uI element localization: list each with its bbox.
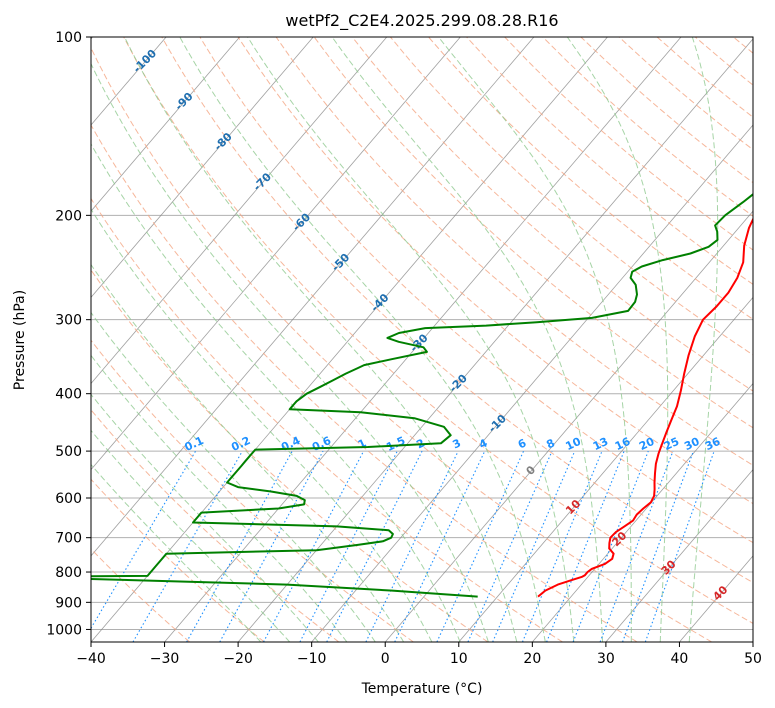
dry-adiabat-line <box>466 37 753 285</box>
dry-adiabat-line <box>123 37 753 624</box>
profile-series <box>91 193 753 598</box>
y-tick-label: 700 <box>55 531 82 547</box>
mixing-ratio-label: 20 <box>637 435 657 453</box>
x-tick-label: 50 <box>744 651 762 667</box>
x-axis-label: Temperature (°C) <box>361 681 483 697</box>
mixing-ratio-line <box>644 450 715 642</box>
x-tick-label: −20 <box>223 651 253 667</box>
x-tick-label: 0 <box>381 651 390 667</box>
x-tick-label: 40 <box>671 651 689 667</box>
mixing-ratio-line <box>492 450 576 642</box>
mixing-ratio-labels: 0.1 0.2 0.4 0.6 1 1.5 2 3 4 6 8 10 13 16 20 25 30 36 <box>183 434 723 454</box>
plot-frame <box>90 36 754 643</box>
moist-adiabat-line <box>91 354 348 642</box>
dry-adiabat-line <box>91 269 489 642</box>
mixing-ratio-line <box>467 450 553 642</box>
mixing-ratio-label: 16 <box>613 435 633 453</box>
isotherm-line <box>532 382 753 642</box>
moist-adiabat-line <box>91 429 291 642</box>
mixing-ratio-line <box>436 450 525 642</box>
dry-adiabat-line <box>91 478 265 642</box>
isotherm-line <box>91 37 314 298</box>
mixing-ratio-label: 25 <box>662 435 681 453</box>
dry-adiabat-line <box>91 46 713 642</box>
dry-adiabat-line <box>313 37 753 429</box>
x-axis: −40 −30 −20 −10 0 10 20 30 40 50 <box>76 642 762 667</box>
isotherm-line <box>91 37 608 642</box>
dry-adiabat-line <box>91 409 340 642</box>
dry-adiabat-line <box>91 339 414 642</box>
isotherm-line <box>605 469 753 642</box>
x-tick-label: −10 <box>297 651 327 667</box>
x-tick-label: 30 <box>597 651 615 667</box>
moist-adiabat-line <box>91 463 262 642</box>
dewpoint-profile-line <box>91 193 753 598</box>
background-lines <box>91 37 753 642</box>
mixing-ratio-label: 13 <box>591 435 610 453</box>
moist-adiabat-line <box>91 263 405 642</box>
moist-adiabat-line <box>91 208 433 642</box>
mixing-ratio-line <box>219 450 324 642</box>
mixing-ratio-line <box>186 450 293 642</box>
y-tick-label: 400 <box>55 387 82 403</box>
moist-adiabat-line <box>438 37 632 642</box>
y-tick-label: 200 <box>55 208 82 224</box>
dry-adiabat-line <box>428 37 753 320</box>
x-tick-label: 20 <box>523 651 541 667</box>
isotherm-line <box>91 37 240 212</box>
moist-adiabat-line <box>124 37 518 642</box>
moist-adiabat-line <box>688 37 719 642</box>
moist-adiabat-line <box>91 142 461 642</box>
mixing-ratio-label: 10 <box>564 435 584 453</box>
moist-adiabat-line <box>566 37 669 642</box>
chart-title: wetPf2_C2E4.2025.299.08.28.R16 <box>285 11 558 31</box>
x-tick-label: −30 <box>150 651 180 667</box>
isotherm-line <box>91 37 535 557</box>
x-tick-label: −40 <box>76 651 106 667</box>
y-tick-label: 600 <box>55 491 82 507</box>
moist-adiabat-line <box>331 37 603 642</box>
isotherm-line <box>91 37 461 471</box>
temperature-profile-line <box>537 216 753 598</box>
isotherm-line <box>237 38 753 642</box>
mixing-ratio-label: 36 <box>703 435 723 453</box>
isotherm-line <box>384 210 753 642</box>
isotherm-line <box>91 37 388 385</box>
y-tick-label: 300 <box>55 313 82 329</box>
dry-adiabat-line <box>91 197 563 642</box>
y-axis: 100 200 300 400 500 600 700 800 900 1000 <box>46 30 91 638</box>
y-tick-label: 100 <box>55 30 82 46</box>
mixing-ratio-line <box>91 450 197 630</box>
mixing-ratio-line <box>132 450 243 642</box>
dry-adiabat-line <box>237 37 753 505</box>
moist-adiabat-line <box>91 393 319 642</box>
y-tick-label: 500 <box>55 444 82 460</box>
mixing-ratio-line <box>365 450 459 642</box>
y-tick-label: 800 <box>55 565 82 581</box>
x-tick-label: 10 <box>450 651 468 667</box>
isotherm-line <box>458 296 753 642</box>
y-tick-label: 1000 <box>46 622 82 638</box>
mixing-ratio-label: 30 <box>682 435 702 453</box>
dry-adiabat-line <box>351 37 753 392</box>
mixing-ratio-line <box>521 450 603 642</box>
y-tick-label: 900 <box>55 595 82 611</box>
moist-adiabat-line <box>91 62 489 642</box>
dry-adiabat-line <box>199 37 753 544</box>
y-axis-label: Pressure (hPa) <box>12 290 28 390</box>
moist-adiabat-line <box>247 37 575 642</box>
isotherm-line <box>164 37 682 642</box>
